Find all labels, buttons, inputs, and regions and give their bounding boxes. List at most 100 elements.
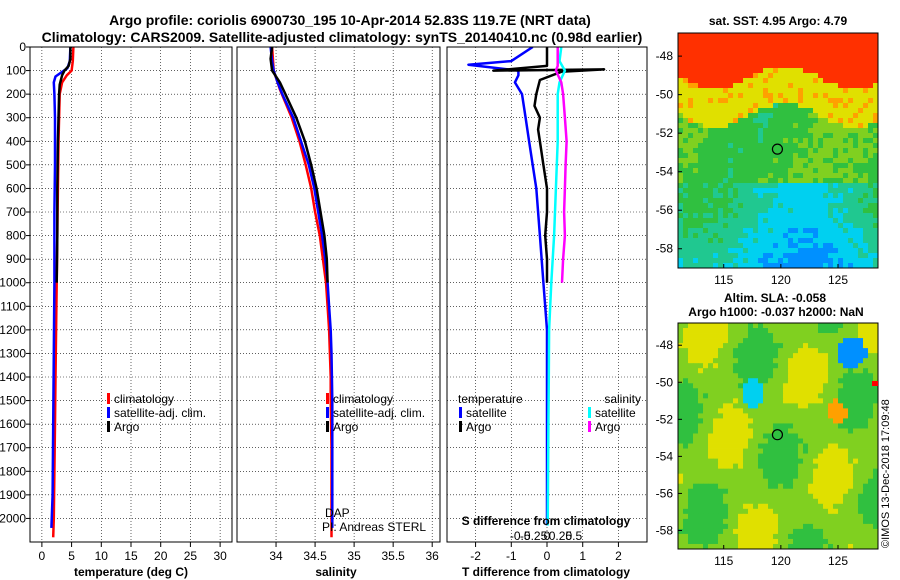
sst-cell xyxy=(868,163,874,169)
sst-cell xyxy=(693,263,699,268)
sla-cell xyxy=(803,363,809,369)
sst-cell xyxy=(683,68,689,74)
sst-cell xyxy=(683,63,689,69)
sst-cell xyxy=(873,253,878,259)
sst-cell xyxy=(738,153,744,159)
sla-cell xyxy=(698,463,704,470)
sst-cell xyxy=(793,183,799,189)
sla-cell xyxy=(698,363,704,369)
sla-cell xyxy=(763,433,769,439)
sst-cell xyxy=(678,118,684,124)
sst-cell xyxy=(778,173,784,179)
sst-cell xyxy=(778,168,784,174)
sla-cell xyxy=(848,473,854,480)
sla-cell xyxy=(723,368,729,374)
sla-cell xyxy=(768,478,774,485)
sla-cell xyxy=(693,413,699,419)
salinity-xtick-label: 35.5 xyxy=(381,549,405,563)
sla-cell xyxy=(873,543,878,549)
sst-cell xyxy=(813,223,819,229)
sst-cell xyxy=(803,213,809,219)
sla-cell xyxy=(723,423,729,429)
sst-cell xyxy=(678,108,684,114)
sst-cell xyxy=(868,173,874,179)
sla-cell xyxy=(753,518,759,525)
sst-cell xyxy=(713,138,719,144)
sst-cell xyxy=(838,218,844,224)
sst-cell xyxy=(773,153,779,159)
sst-cell xyxy=(698,253,704,259)
sst-cell xyxy=(678,138,684,144)
sla-cell xyxy=(853,378,859,384)
sla-cell xyxy=(698,483,704,490)
sla-cell xyxy=(733,403,739,409)
sla-cell xyxy=(723,533,729,540)
sla-cell xyxy=(858,438,864,444)
sla-cell xyxy=(783,498,789,505)
sla-cell xyxy=(703,418,709,424)
sst-cell xyxy=(853,148,859,154)
sst-cell xyxy=(798,188,804,194)
sst-cell xyxy=(743,38,749,44)
sla-cell xyxy=(763,358,769,364)
sla-cell xyxy=(698,348,704,354)
sla-cell xyxy=(798,328,804,334)
sst-cell xyxy=(753,63,759,69)
sst-cell xyxy=(738,98,744,104)
sst-cell xyxy=(683,108,689,114)
sla-cell xyxy=(823,438,829,444)
sla-cell xyxy=(848,533,854,540)
sst-cell xyxy=(798,193,804,199)
sst-cell xyxy=(733,123,739,129)
sst-cell xyxy=(753,53,759,59)
sst-cell xyxy=(748,188,754,194)
sst-cell xyxy=(688,228,694,234)
sst-cell xyxy=(873,178,878,184)
sst-cell xyxy=(768,173,774,179)
sst-cell xyxy=(683,238,689,244)
sla-cell xyxy=(803,373,809,379)
sst-cell xyxy=(688,138,694,144)
sst-cell xyxy=(873,128,878,134)
sst-cell xyxy=(703,173,709,179)
sla-cell xyxy=(813,358,819,364)
sst-cell xyxy=(808,43,814,49)
sla-cell xyxy=(763,438,769,444)
sla-cell xyxy=(723,363,729,369)
sla-cell xyxy=(753,378,759,384)
sst-cell xyxy=(758,128,764,134)
sst-cell xyxy=(808,258,814,264)
sst-cell xyxy=(693,58,699,64)
sla-cell xyxy=(808,418,814,424)
sla-cell xyxy=(718,328,724,334)
sla-cell xyxy=(838,348,844,354)
sla-cell xyxy=(753,538,759,545)
sla-cell xyxy=(773,508,779,515)
sst-cell xyxy=(783,233,789,239)
sst-cell xyxy=(803,118,809,124)
sla-cell xyxy=(838,498,844,505)
sst-lat-label: -54 xyxy=(656,165,674,179)
sla-cell xyxy=(783,473,789,480)
sst-cell xyxy=(738,143,744,149)
sst-cell xyxy=(823,178,829,184)
sla-cell xyxy=(753,508,759,515)
sst-cell xyxy=(818,53,824,59)
sst-cell xyxy=(698,103,704,109)
sla-cell xyxy=(728,538,734,545)
depth-tick-label: 1100 xyxy=(0,299,26,313)
sst-cell xyxy=(808,208,814,214)
sst-cell xyxy=(763,103,769,109)
sla-cell xyxy=(838,528,844,535)
sla-cell xyxy=(863,343,869,349)
sst-cell xyxy=(753,88,759,94)
sla-cell xyxy=(823,458,829,465)
sla-cell xyxy=(728,333,734,339)
depth-tick-label: 400 xyxy=(6,134,26,148)
sst-cell xyxy=(728,108,734,114)
sla-cell xyxy=(778,453,784,459)
sst-cell xyxy=(718,118,724,124)
sst-cell xyxy=(738,243,744,249)
sla-cell xyxy=(868,323,874,329)
sst-cell xyxy=(808,48,814,54)
